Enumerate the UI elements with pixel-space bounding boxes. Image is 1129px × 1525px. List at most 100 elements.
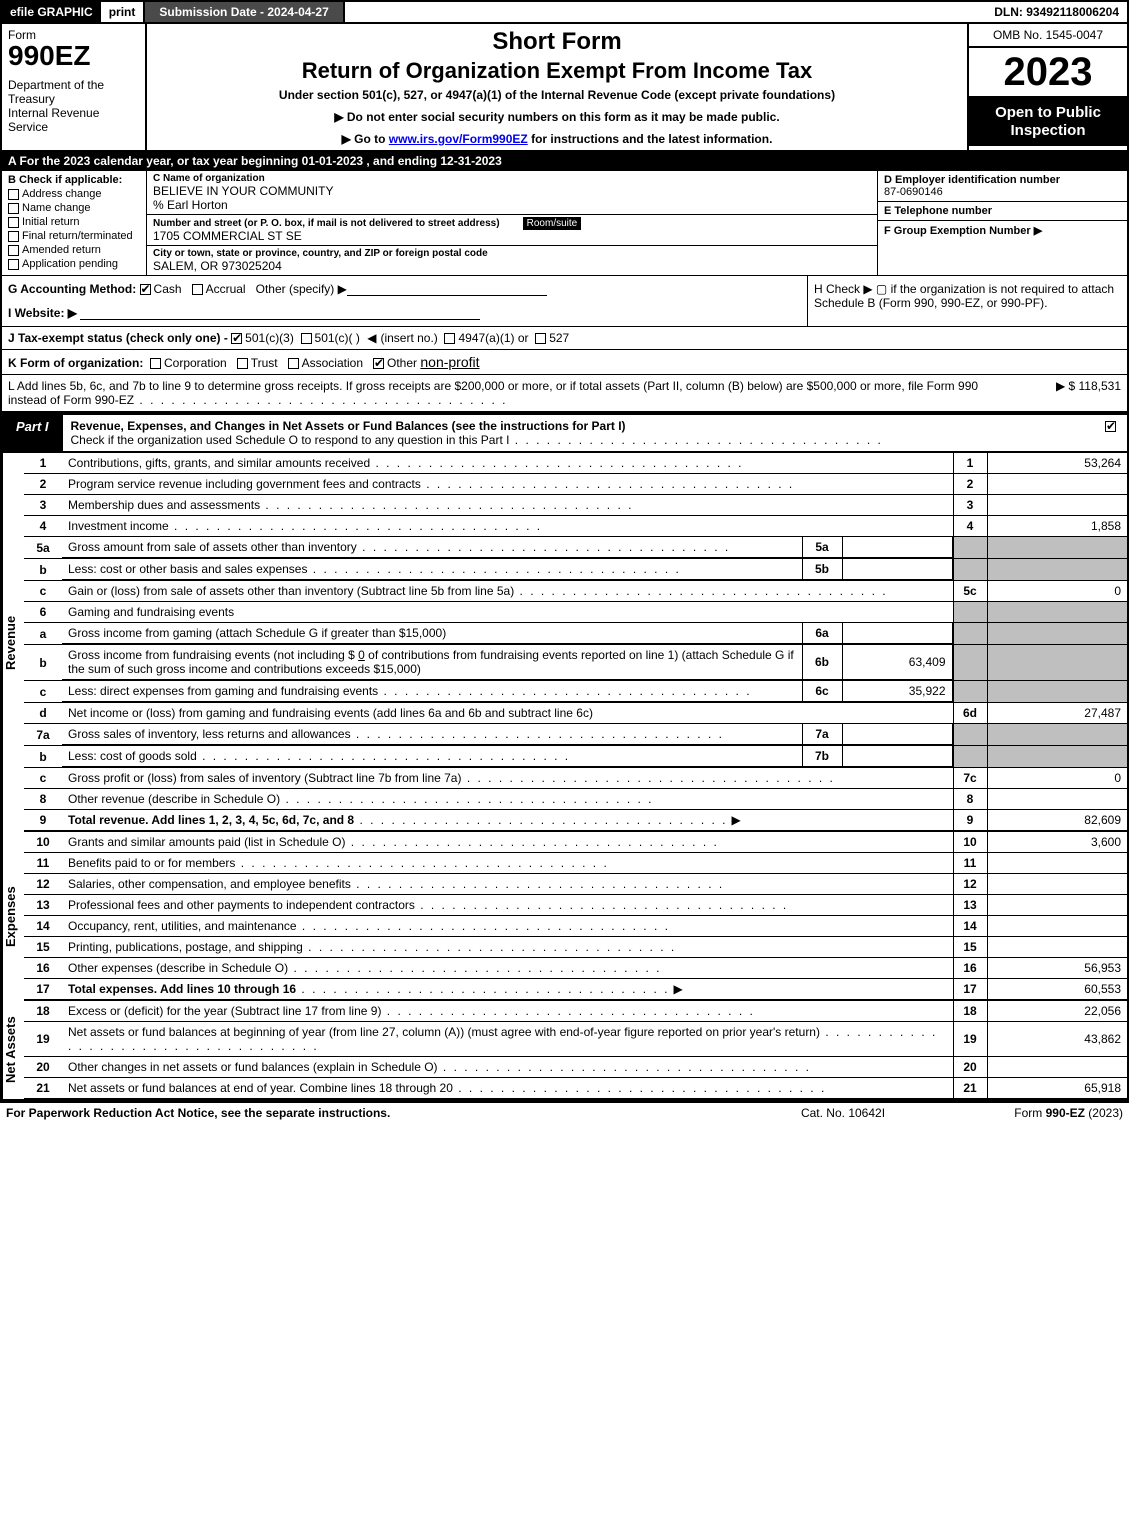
other-specify[interactable]: [347, 282, 547, 296]
part-i-header: Part I Revenue, Expenses, and Changes in…: [0, 413, 1129, 453]
gross-receipts: ▶ $ 118,531: [1001, 379, 1121, 407]
street-label: Number and street (or P. O. box, if mail…: [153, 218, 500, 229]
open-public-badge: Open to Public Inspection: [969, 98, 1127, 146]
org-name: BELIEVE IN YOUR COMMUNITY: [153, 184, 871, 198]
row-j: J Tax-exempt status (check only one) - 5…: [0, 326, 1129, 349]
cb-pending[interactable]: Application pending: [8, 258, 140, 270]
department: Department of the Treasury Internal Reve…: [8, 78, 139, 134]
line-5b-sub: [842, 559, 952, 580]
header-mid: Short Form Return of Organization Exempt…: [147, 24, 967, 150]
section-info: B Check if applicable: Address change Na…: [0, 171, 1129, 275]
netassets-side-label: Net Assets: [2, 1001, 24, 1099]
row-g-h: G Accounting Method: Cash Accrual Other …: [0, 275, 1129, 326]
line-12-amount: [987, 874, 1127, 895]
revenue-side-label: Revenue: [2, 453, 24, 832]
expenses-side-label: Expenses: [2, 832, 24, 1001]
line-4-amount: 1,858: [987, 516, 1127, 537]
cb-assoc[interactable]: [288, 358, 299, 369]
col-c-org: C Name of organization BELIEVE IN YOUR C…: [147, 171, 877, 275]
row-i: I Website: ▶: [8, 306, 801, 320]
line-21-amount: 65,918: [987, 1078, 1127, 1099]
cb-amended[interactable]: Amended return: [8, 244, 140, 256]
line-6d-amount: 27,487: [987, 703, 1127, 724]
line-13-amount: [987, 895, 1127, 916]
page-footer: For Paperwork Reduction Act Notice, see …: [0, 1101, 1129, 1123]
line-5a-sub: [842, 537, 952, 558]
top-bar: efile GRAPHIC print Submission Date - 20…: [0, 0, 1129, 24]
cb-cash[interactable]: [140, 284, 151, 295]
revenue-block: Revenue 1Contributions, gifts, grants, a…: [0, 453, 1129, 832]
cb-initial-return[interactable]: Initial return: [8, 216, 140, 228]
line-10-amount: 3,600: [987, 832, 1127, 853]
header-right: OMB No. 1545-0047 2023 Open to Public In…: [967, 24, 1127, 150]
goto-pre: ▶ Go to: [342, 132, 389, 146]
cb-final-return[interactable]: Final return/terminated: [8, 230, 140, 242]
line-14-amount: [987, 916, 1127, 937]
goto-post: for instructions and the latest informat…: [528, 132, 773, 146]
expenses-block: Expenses 10Grants and similar amounts pa…: [0, 832, 1129, 1001]
cb-address-change[interactable]: Address change: [8, 188, 140, 200]
line-11-amount: [987, 853, 1127, 874]
cb-527[interactable]: [535, 333, 546, 344]
line-1-amount: 53,264: [987, 453, 1127, 474]
col-b-checkboxes: B Check if applicable: Address change Na…: [2, 171, 147, 275]
line-19-amount: 43,862: [987, 1022, 1127, 1057]
line-3-amount: [987, 495, 1127, 516]
ein-label: D Employer identification number: [884, 174, 1121, 186]
org-name-label: C Name of organization: [153, 173, 871, 184]
row-g: G Accounting Method: Cash Accrual Other …: [8, 282, 801, 296]
line-17-amount: 60,553: [987, 979, 1127, 1001]
street-value: 1705 COMMERCIAL ST SE: [153, 229, 871, 243]
under-section: Under section 501(c), 527, or 4947(a)(1)…: [153, 88, 961, 102]
cat-no: Cat. No. 10642I: [743, 1106, 943, 1120]
short-form-title: Short Form: [153, 28, 961, 56]
website-input[interactable]: [80, 306, 480, 320]
cb-corp[interactable]: [150, 358, 161, 369]
other-org-value: non-profit: [420, 354, 479, 370]
accounting-method-label: G Accounting Method:: [8, 282, 136, 296]
cb-accrual[interactable]: [192, 284, 203, 295]
cb-other-org[interactable]: [373, 358, 384, 369]
return-title: Return of Organization Exempt From Incom…: [153, 58, 961, 84]
tel-label: E Telephone number: [884, 205, 1121, 217]
line-7c-amount: 0: [987, 768, 1127, 789]
city-label: City or town, state or province, country…: [153, 248, 871, 259]
group-exemption-label: F Group Exemption Number ▶: [884, 224, 1121, 237]
row-l: L Add lines 5b, 6c, and 7b to line 9 to …: [0, 374, 1129, 413]
line-6b-sub: 63,409: [842, 645, 952, 680]
ein-value: 87-0690146: [884, 186, 1121, 198]
form-footer: Form 990-EZ (2023): [943, 1106, 1123, 1120]
line-6c-sub: 35,922: [842, 681, 952, 702]
line-5c-amount: 0: [987, 581, 1127, 602]
form-header: Form 990EZ Department of the Treasury In…: [0, 24, 1129, 152]
cb-4947[interactable]: [444, 333, 455, 344]
city-value: SALEM, OR 973025204: [153, 259, 871, 273]
submission-date: Submission Date - 2024-04-27: [143, 2, 344, 22]
cb-501c[interactable]: [301, 333, 312, 344]
row-a-period: A For the 2023 calendar year, or tax yea…: [0, 152, 1129, 171]
line-6a-sub: [842, 623, 952, 644]
col-d-ids: D Employer identification number 87-0690…: [877, 171, 1127, 275]
paperwork-notice: For Paperwork Reduction Act Notice, see …: [6, 1106, 743, 1120]
part-i-tab: Part I: [2, 415, 63, 451]
form-number: 990EZ: [8, 42, 139, 70]
irs-link[interactable]: www.irs.gov/Form990EZ: [389, 132, 528, 146]
efile-label: efile GRAPHIC: [2, 2, 101, 22]
line-7a-sub: [842, 724, 952, 745]
cb-trust[interactable]: [237, 358, 248, 369]
line-15-amount: [987, 937, 1127, 958]
line-20-amount: [987, 1057, 1127, 1078]
cb-name-change[interactable]: Name change: [8, 202, 140, 214]
room-label: Room/suite: [523, 217, 582, 230]
col-b-header: B Check if applicable:: [8, 174, 140, 186]
netassets-block: Net Assets 18Excess or (deficit) for the…: [0, 1001, 1129, 1101]
cb-501c3[interactable]: [231, 333, 242, 344]
print-button[interactable]: print: [101, 2, 144, 22]
line-16-amount: 56,953: [987, 958, 1127, 979]
row-h: H Check ▶ ▢ if the organization is not r…: [807, 276, 1127, 326]
header-left: Form 990EZ Department of the Treasury In…: [2, 24, 147, 150]
line-8-amount: [987, 789, 1127, 810]
care-of: % Earl Horton: [153, 198, 871, 212]
cb-schedule-o[interactable]: [1105, 421, 1116, 432]
line-7b-sub: [842, 746, 952, 767]
